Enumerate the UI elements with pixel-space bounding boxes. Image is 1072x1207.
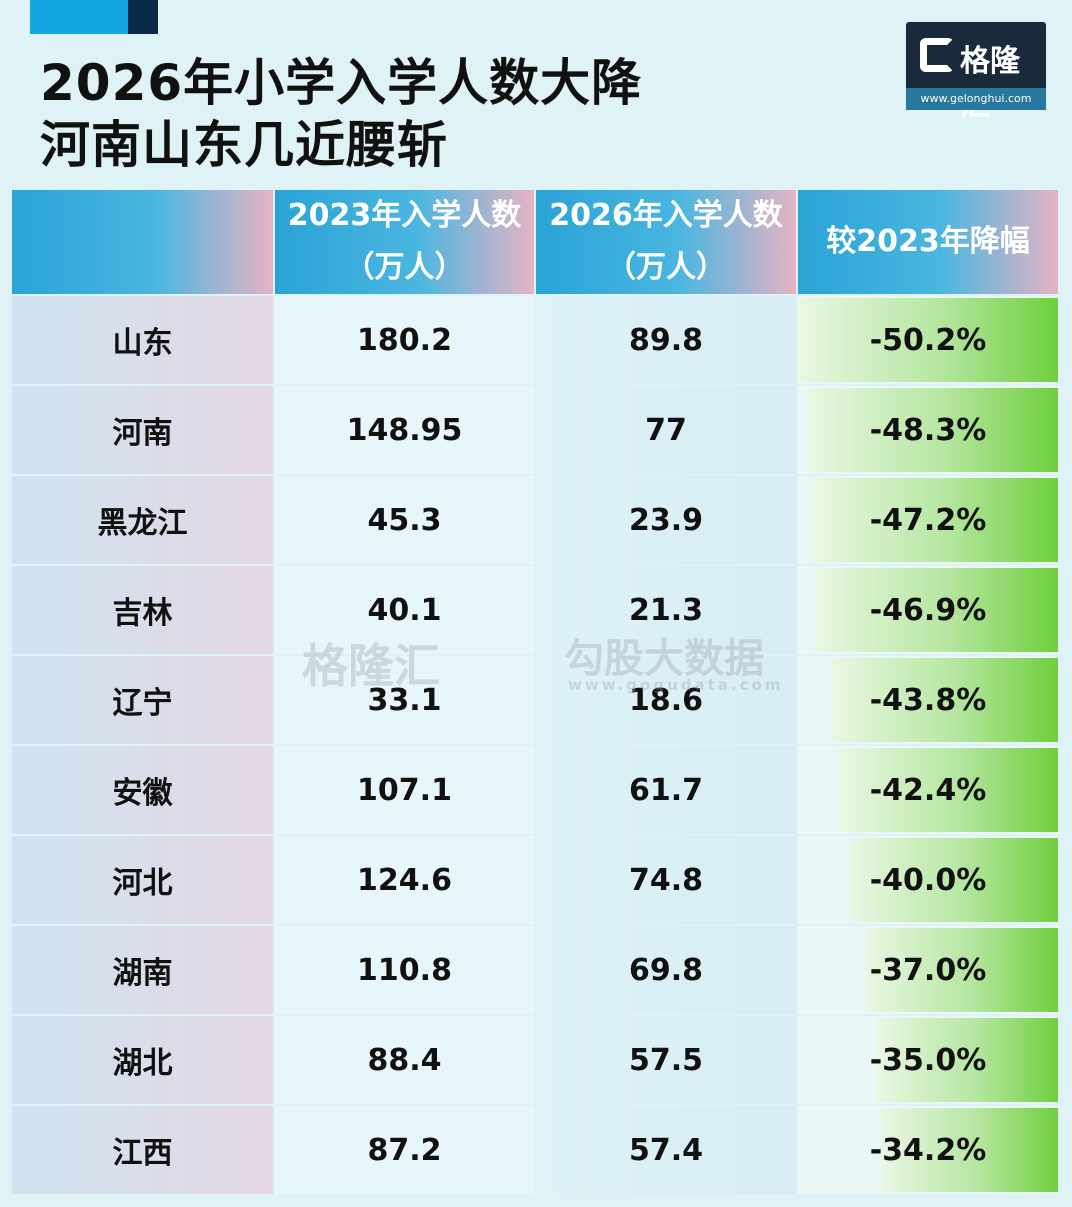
table-row: 安徽 107.1 61.7 -42.4% <box>12 746 1058 834</box>
value-2023-cell: 45.3 <box>275 476 534 564</box>
value-2026-cell: 21.3 <box>536 566 796 654</box>
province-cell: 山东 <box>12 296 273 384</box>
province-cell: 河北 <box>12 836 273 924</box>
gelonghui-logo: 格隆汇 www.gelonghui.com <box>906 22 1046 123</box>
header-drop-line1: 较2023年降幅 <box>826 224 1030 259</box>
value-2023-cell: 124.6 <box>275 836 534 924</box>
watermark-left: 格隆汇 <box>302 639 440 693</box>
header-drop: 较2023年降幅 <box>798 190 1058 294</box>
header-2023-line2: （万人） <box>344 250 465 285</box>
province-cell: 湖北 <box>12 1016 273 1104</box>
province-cell: 河南 <box>12 386 273 474</box>
drop-bar <box>838 748 1058 832</box>
drop-cell: -42.4% <box>798 746 1058 834</box>
drop-cell: -50.2% <box>798 296 1058 384</box>
table-row: 山东 180.2 89.8 -50.2% <box>12 296 1058 384</box>
header-2023-line1: 2023年入学人数 <box>287 198 522 233</box>
table-row: 黑龙江 45.3 23.9 -47.2% <box>12 476 1058 564</box>
value-2026-cell: 77 <box>536 386 796 474</box>
header-province <box>12 190 273 294</box>
drop-bar <box>876 1018 1058 1102</box>
value-2026-cell: 57.5 <box>536 1016 796 1104</box>
drop-bar <box>866 928 1058 1012</box>
drop-cell: -40.0% <box>798 836 1058 924</box>
header-2023: 2023年入学人数 （万人） <box>275 190 534 294</box>
value-2023-cell: 88.4 <box>275 1016 534 1104</box>
top-accent-bar <box>30 0 158 34</box>
value-2023-cell: 33.1 <box>275 656 534 744</box>
watermark-right: 勾股大数据 <box>564 636 764 682</box>
value-2026-cell: 89.8 <box>536 296 796 384</box>
title-line-1: 2026年小学入学人数大降 <box>40 54 643 112</box>
table-row: 吉林 40.1 21.3 -46.9% <box>12 566 1058 654</box>
logo-url: www.gelonghui.com <box>906 88 1046 110</box>
table-row: 江西 87.2 57.4 -34.2% <box>12 1106 1058 1194</box>
title-line-2: 河南山东几近腰斩 <box>40 116 448 174</box>
table-row: 湖南 110.8 69.8 -37.0% <box>12 926 1058 1014</box>
drop-cell: -34.2% <box>798 1106 1058 1194</box>
data-table: 2023年入学人数 （万人） 2026年入学人数 （万人） 较2023年降幅 山… <box>12 190 1058 1194</box>
value-2023-cell: 107.1 <box>275 746 534 834</box>
value-2026-cell: 57.4 <box>536 1106 796 1194</box>
drop-bar <box>815 568 1058 652</box>
drop-bar <box>850 838 1058 922</box>
table-row: 辽宁 33.1 18.6 -43.8% <box>12 656 1058 744</box>
value-2026-cell: 23.9 <box>536 476 796 564</box>
province-cell: 安徽 <box>12 746 273 834</box>
header-2026-line1: 2026年入学人数 <box>549 198 783 233</box>
table-row: 湖北 88.4 57.5 -35.0% <box>12 1016 1058 1104</box>
province-cell: 江西 <box>12 1106 273 1194</box>
value-2026-cell: 61.7 <box>536 746 796 834</box>
drop-bar <box>798 298 1058 382</box>
table-row: 河南 148.95 77 -48.3% <box>12 386 1058 474</box>
value-2023-cell: 180.2 <box>275 296 534 384</box>
header-2026-line2: （万人） <box>606 250 726 285</box>
value-2023-cell: 148.95 <box>275 386 534 474</box>
drop-bar <box>807 388 1058 472</box>
value-2023-cell: 110.8 <box>275 926 534 1014</box>
drop-cell: -43.8% <box>798 656 1058 744</box>
header-2026: 2026年入学人数 （万人） <box>536 190 796 294</box>
value-2023-cell: 87.2 <box>275 1106 534 1194</box>
page-title: 2026年小学入学人数大降 河南山东几近腰斩 <box>40 52 642 176</box>
drop-bar <box>880 1108 1058 1192</box>
drop-cell: -48.3% <box>798 386 1058 474</box>
value-2026-cell: 69.8 <box>536 926 796 1014</box>
drop-cell: -37.0% <box>798 926 1058 1014</box>
table-row: 河北 124.6 74.8 -40.0% <box>12 836 1058 924</box>
value-2026-cell: 74.8 <box>536 836 796 924</box>
logo-g-icon <box>920 38 954 72</box>
province-cell: 黑龙江 <box>12 476 273 564</box>
watermark-right-url: www.gogudata.com <box>568 676 784 694</box>
logo-name: 格隆汇 <box>960 44 1020 123</box>
drop-bar <box>831 658 1058 742</box>
province-cell: 辽宁 <box>12 656 273 744</box>
drop-cell: -35.0% <box>798 1016 1058 1104</box>
value-2026-cell: 18.6 <box>536 656 796 744</box>
drop-cell: -46.9% <box>798 566 1058 654</box>
province-cell: 湖南 <box>12 926 273 1014</box>
drop-cell: -47.2% <box>798 476 1058 564</box>
drop-bar <box>813 478 1058 562</box>
value-2023-cell: 40.1 <box>275 566 534 654</box>
province-cell: 吉林 <box>12 566 273 654</box>
